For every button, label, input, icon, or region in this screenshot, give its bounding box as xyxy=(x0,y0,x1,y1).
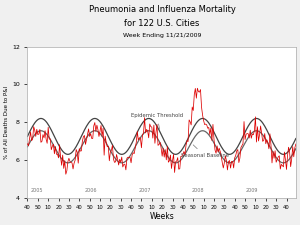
Text: 2008: 2008 xyxy=(191,187,204,193)
Text: Week Ending 11/21/2009: Week Ending 11/21/2009 xyxy=(123,33,201,38)
Text: Epidemic Threshold: Epidemic Threshold xyxy=(131,113,183,129)
Text: 2005: 2005 xyxy=(31,187,43,193)
X-axis label: Weeks: Weeks xyxy=(149,212,174,221)
Text: 2007: 2007 xyxy=(138,187,151,193)
Text: for 122 U.S. Cities: for 122 U.S. Cities xyxy=(124,19,200,28)
Text: Seasonal Baseline: Seasonal Baseline xyxy=(181,145,229,158)
Text: 2009: 2009 xyxy=(246,187,259,193)
Text: Pneumonia and Influenza Mortality: Pneumonia and Influenza Mortality xyxy=(88,4,236,13)
Text: 2006: 2006 xyxy=(84,187,97,193)
Y-axis label: % of All Deaths Due to P&I: % of All Deaths Due to P&I xyxy=(4,86,9,159)
